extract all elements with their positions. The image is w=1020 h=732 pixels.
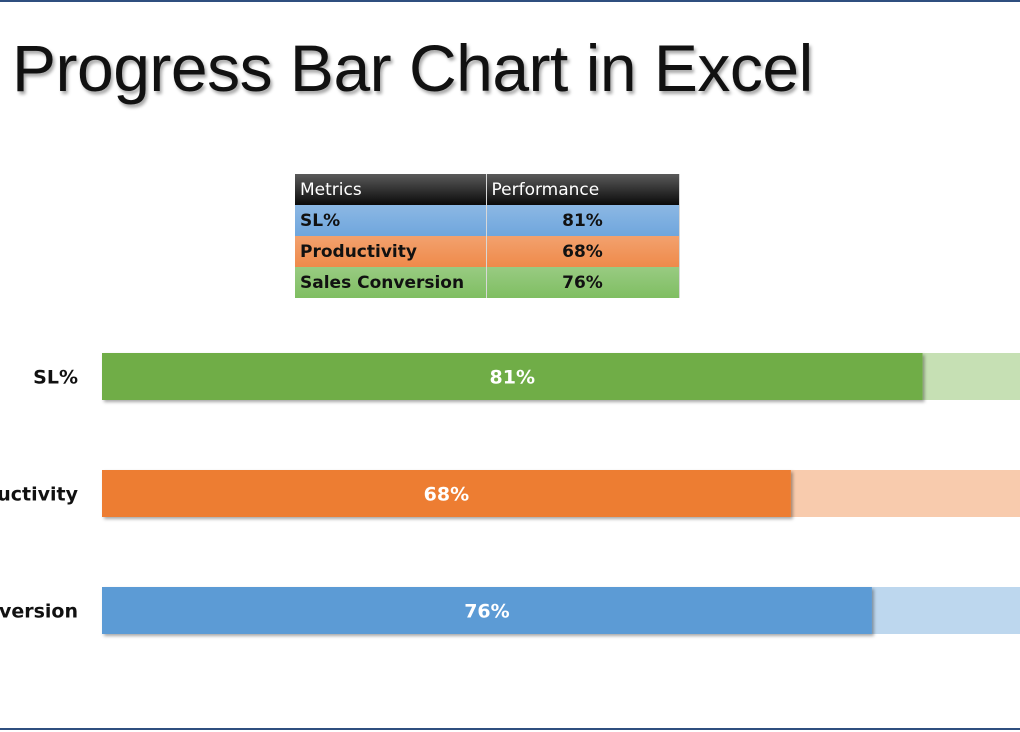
performance-cell: 76% (486, 267, 680, 298)
table-header-row: Metrics Performance (295, 174, 680, 205)
progress-bar (102, 353, 923, 400)
chart-title: Progress Bar Chart in Excel (12, 31, 813, 105)
category-label: Sales Conversion (0, 601, 78, 623)
data-label: 76% (464, 601, 509, 623)
category-label: Productivity (0, 484, 79, 506)
metric-cell: SL% (295, 205, 487, 236)
data-label: 81% (490, 367, 535, 389)
performance-cell: 81% (486, 205, 680, 236)
table-row: SL% 81% (295, 205, 680, 236)
performance-cell: 68% (486, 236, 680, 267)
header-metrics: Metrics (295, 174, 487, 205)
progress-bar (102, 587, 872, 634)
top-border (0, 0, 1020, 2)
category-label: SL% (33, 367, 78, 389)
table-row: Sales Conversion 76% (295, 267, 680, 298)
metric-cell: Sales Conversion (295, 267, 487, 298)
header-performance: Performance (486, 174, 680, 205)
data-label: 68% (424, 484, 469, 506)
metric-cell: Productivity (295, 236, 487, 267)
bottom-border (0, 728, 1020, 730)
metrics-table: Metrics Performance SL% 81% Productivity… (295, 174, 680, 298)
table-row: Productivity 68% (295, 236, 680, 267)
progress-bar (102, 470, 791, 517)
